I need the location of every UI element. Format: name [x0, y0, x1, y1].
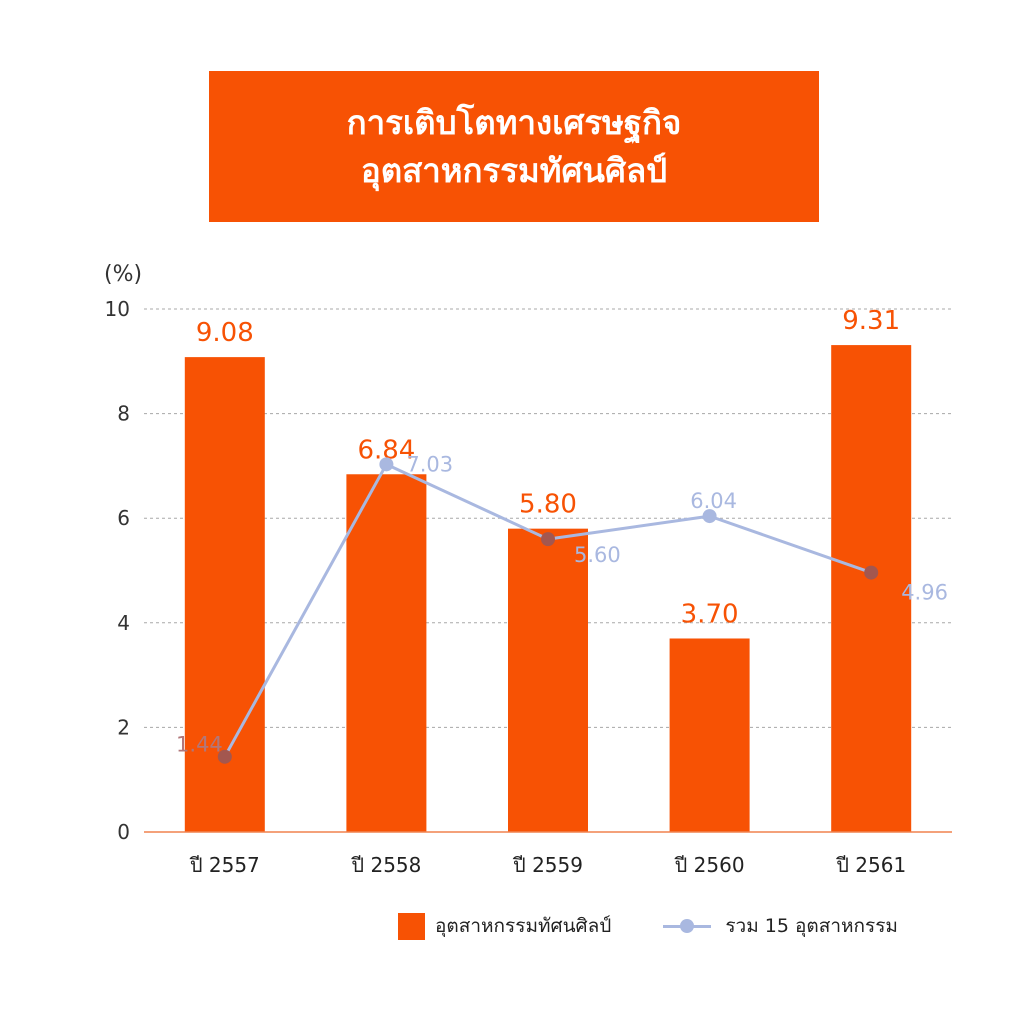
- y-tick-label: 4: [117, 611, 130, 635]
- x-tick-label: ปี 2557: [190, 853, 260, 877]
- legend-label-bar: อุตสาหกรรมทัศนศิลป์: [435, 915, 612, 937]
- x-tick-label: ปี 2560: [674, 853, 744, 877]
- legend-label-line: รวม 15 อุตสาหกรรม: [725, 915, 898, 937]
- y-tick-label: 0: [117, 820, 130, 844]
- legend-line-marker: [680, 919, 695, 933]
- line-value-label: 1.44: [176, 733, 223, 757]
- line-marker: [541, 532, 555, 547]
- bar: [508, 528, 588, 832]
- y-tick-label: 2: [117, 715, 130, 739]
- bar-value-label: 3.70: [681, 599, 739, 629]
- y-tick-label: 6: [117, 506, 130, 530]
- x-tick-label: ปี 2561: [836, 853, 906, 877]
- line-value-label: 4.96: [901, 581, 948, 605]
- bar: [831, 345, 912, 832]
- chart-title-line1: การเติบโตทางเศรษฐกิจ: [346, 102, 682, 142]
- y-tick-label: 10: [105, 297, 130, 321]
- line-marker: [217, 749, 232, 764]
- y-axis-label: (%): [104, 262, 142, 287]
- chart-title-line2: อุตสาหกรรมทัศนศิลป์: [360, 150, 668, 190]
- bar: [346, 474, 427, 832]
- y-tick-label: 8: [117, 402, 130, 426]
- legend-swatch-line: [663, 916, 712, 936]
- bar: [669, 638, 750, 832]
- line-value-label: 5.60: [574, 543, 621, 567]
- chart-legend: อุตสาหกรรมทัศนศิลป์ รวม 15 อุตสาหกรรม: [398, 908, 898, 944]
- line-marker: [379, 457, 394, 472]
- chart-title-box: การเติบโตทางเศรษฐกิจ อุตสาหกรรมทัศนศิลป์: [209, 71, 819, 222]
- line-value-label: 6.04: [690, 489, 737, 513]
- bar-value-label: 9.31: [842, 306, 900, 336]
- line-value-label: 7.03: [406, 452, 453, 476]
- bar-value-label: 5.80: [519, 490, 577, 520]
- line-marker: [702, 509, 717, 524]
- x-tick-label: ปี 2559: [513, 853, 583, 877]
- line-marker: [864, 565, 879, 580]
- x-tick-label: ปี 2558: [351, 853, 421, 877]
- legend-swatch-bar: [398, 912, 425, 940]
- bar-value-label: 9.08: [196, 318, 254, 348]
